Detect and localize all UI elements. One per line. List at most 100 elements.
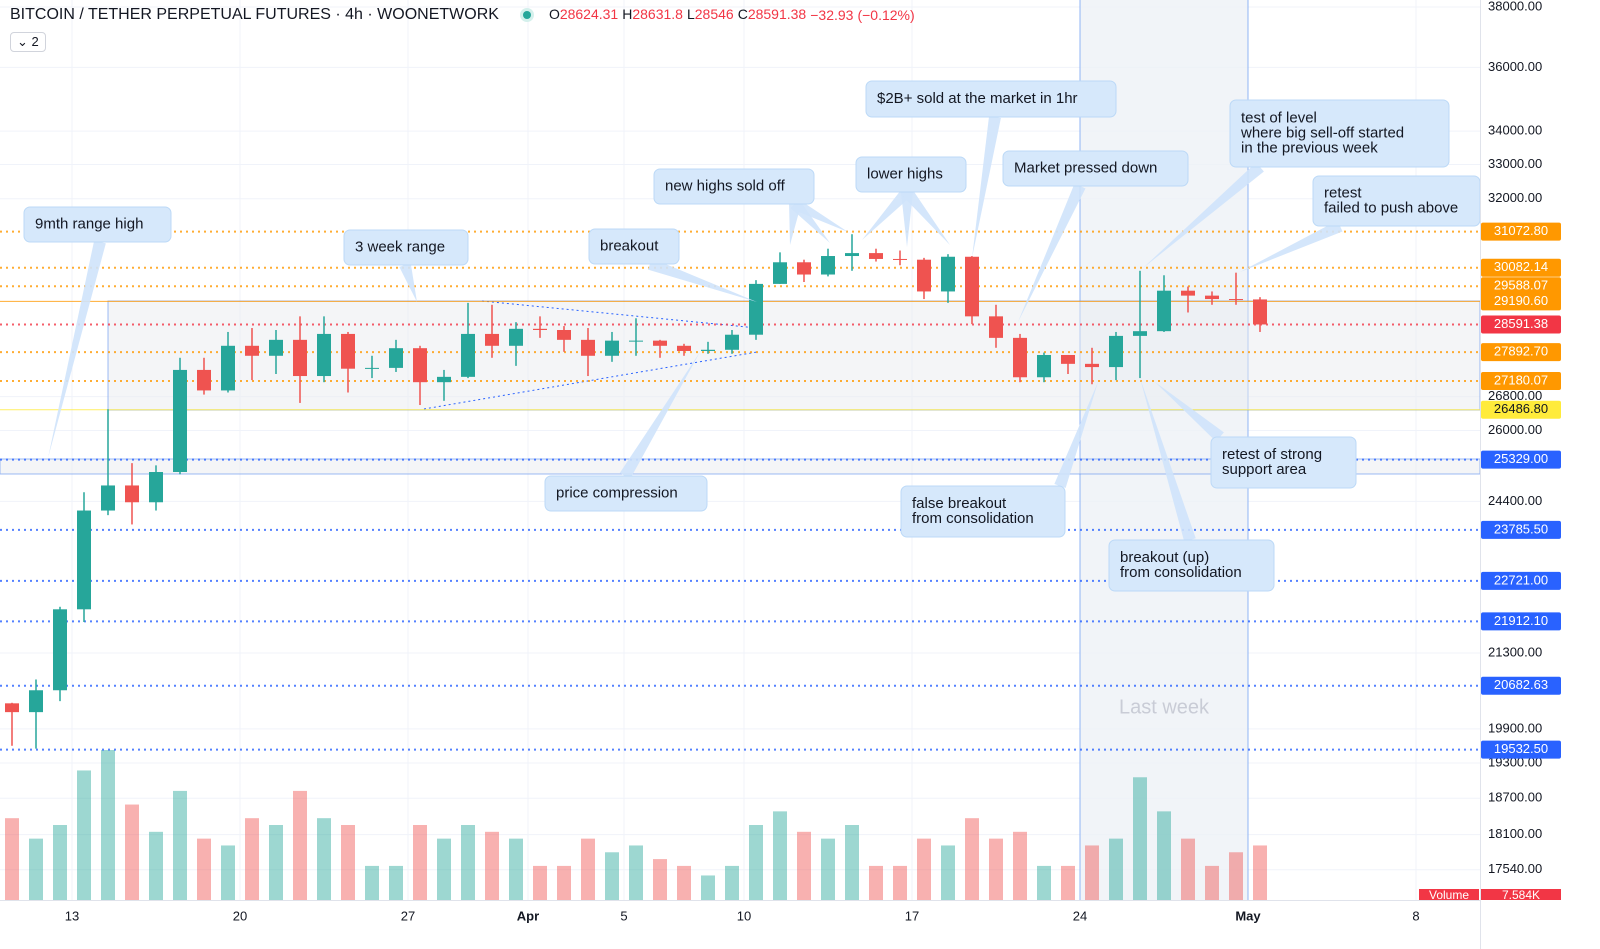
candle-body <box>269 339 283 356</box>
volume-bar <box>869 865 883 900</box>
volume-bar <box>797 831 811 900</box>
callout-text: Market pressed down <box>1014 159 1157 176</box>
level-label: 21912.10 <box>1494 613 1548 628</box>
volume-bar <box>965 818 979 900</box>
candle-body <box>725 334 739 350</box>
y-tick-label: 18700.00 <box>1488 790 1542 805</box>
level-label-box <box>1481 371 1561 390</box>
callout-text: breakout <box>600 237 659 254</box>
y-tick-label: 19900.00 <box>1488 720 1542 735</box>
volume-bar <box>317 818 331 900</box>
candle-body <box>677 345 691 351</box>
price-axis <box>1480 0 1600 949</box>
callout-pointer <box>1140 378 1196 542</box>
y-tick-label: 34000.00 <box>1488 123 1542 138</box>
volume-bar <box>125 804 139 900</box>
callout-pointer <box>619 352 700 480</box>
volume-bar <box>773 811 787 900</box>
candle-body <box>437 376 451 383</box>
volume-bar <box>1061 865 1075 900</box>
volume-bar <box>917 838 931 900</box>
callout-box <box>1002 150 1189 187</box>
candle-body <box>965 256 979 317</box>
candle-body <box>245 345 259 356</box>
y-tick-label: 21300.00 <box>1488 644 1542 659</box>
y-tick-label: 18100.00 <box>1488 826 1542 841</box>
candle-body <box>29 690 43 713</box>
callout-pointer <box>48 240 106 458</box>
callout-box <box>343 229 469 266</box>
candle-body <box>77 510 91 610</box>
callout-pointer <box>647 258 757 302</box>
callout-text: lower highs <box>867 165 943 182</box>
ohlc-value: 28546 <box>694 6 734 22</box>
volume-bar <box>629 845 643 900</box>
y-tick-label: 32000.00 <box>1488 190 1542 205</box>
level-label-box <box>1481 277 1561 296</box>
header: BITCOIN / TETHER PERPETUAL FUTURES · 4h … <box>10 6 915 24</box>
candle-body <box>1133 331 1147 336</box>
level-label: 22721.00 <box>1494 572 1548 587</box>
level-label-box <box>1481 315 1561 334</box>
y-tick-label: 36000.00 <box>1488 59 1542 74</box>
level-label-box <box>1481 222 1561 241</box>
callout-box <box>1108 539 1275 592</box>
candle-body <box>629 340 643 342</box>
x-tick-label: 10 <box>737 908 751 923</box>
y-tick-label: 26000.00 <box>1488 422 1542 437</box>
ohlc-key: C <box>737 6 748 22</box>
callout-text: where big sell-off started <box>1240 124 1404 141</box>
candle-body <box>125 485 139 503</box>
volume-last: 7.584K <box>1502 888 1540 902</box>
callout-text: failed to push above <box>1324 199 1458 216</box>
x-tick-label: 17 <box>905 908 919 923</box>
symbol-title: BITCOIN / TETHER PERPETUAL FUTURES · 4h … <box>10 6 499 23</box>
x-tick-label: 8 <box>1412 908 1419 923</box>
candle-body <box>821 256 835 275</box>
callout-box <box>653 168 815 205</box>
volume-bar <box>509 838 523 900</box>
indicators-toggle[interactable]: ⌄ 2 <box>10 32 46 52</box>
candle-body <box>797 262 811 275</box>
candle-body <box>101 485 115 511</box>
candle-body <box>701 349 715 351</box>
level-label-box <box>1481 450 1561 469</box>
volume-name: Volume <box>1429 888 1469 902</box>
x-tick-label: 24 <box>1073 908 1087 923</box>
callout-pointer <box>1143 162 1264 268</box>
callout-box <box>23 206 172 243</box>
callout-text: retest <box>1324 184 1362 201</box>
ohlc-value: 28624.31 <box>559 6 619 22</box>
range-box <box>107 300 1481 411</box>
volume-bar <box>725 865 739 900</box>
ohlc-key: H <box>622 6 633 22</box>
ohlc: O28624.31 H28631.8 L28546 C28591.38 <box>545 6 806 24</box>
candle-body <box>389 348 403 368</box>
ohlc-value: 28591.38 <box>747 6 807 22</box>
level-label-box <box>1481 258 1561 277</box>
level-label-box <box>1481 612 1561 631</box>
status-dot <box>522 11 531 19</box>
candle-body <box>221 345 235 391</box>
volume-bar <box>581 838 595 900</box>
candle-body <box>845 253 859 257</box>
callout-box <box>1210 436 1357 489</box>
candle-body <box>917 259 931 292</box>
level-label: 27892.70 <box>1494 344 1548 359</box>
time-axis <box>0 900 1480 949</box>
volume-last-box <box>1481 889 1561 900</box>
indicator-count: 2 <box>31 34 39 49</box>
level-label-box <box>1481 292 1561 311</box>
volume-bar <box>821 838 835 900</box>
candle-body <box>317 333 331 377</box>
callout-pointer <box>399 263 417 302</box>
candle-body <box>1229 299 1243 301</box>
callout-text: support area <box>1222 461 1307 478</box>
callout-text: false breakout <box>912 495 1007 512</box>
volume-bar <box>341 825 355 900</box>
volume-bar <box>1157 811 1171 900</box>
level-label: 28591.38 <box>1494 316 1548 331</box>
callout-box <box>1229 99 1450 168</box>
